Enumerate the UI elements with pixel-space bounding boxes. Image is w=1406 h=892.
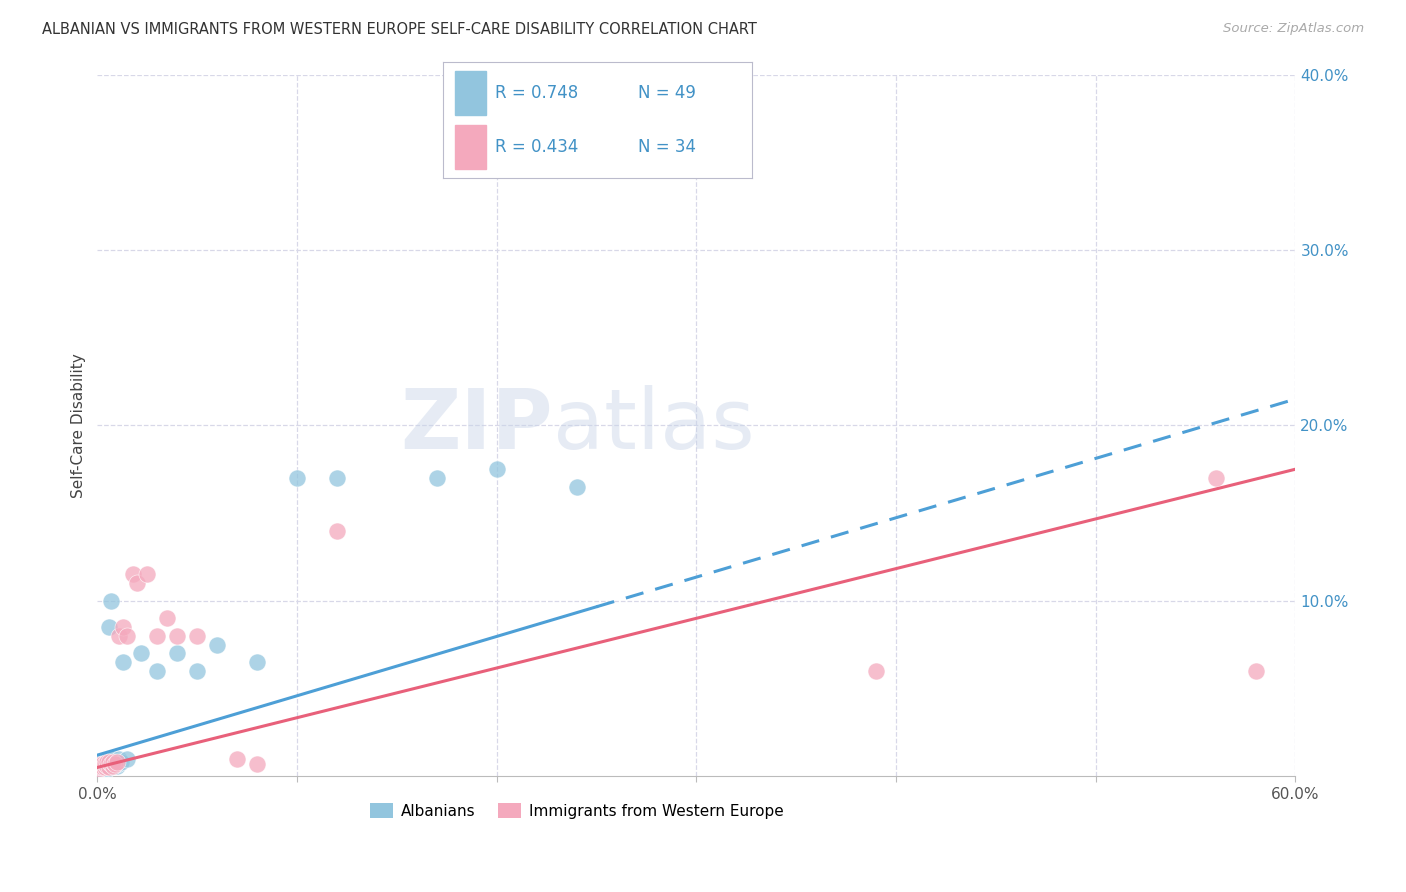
Point xyxy=(89,760,111,774)
Point xyxy=(103,751,125,765)
Point xyxy=(100,756,122,771)
Point xyxy=(104,755,127,769)
Point xyxy=(105,758,128,772)
Bar xyxy=(456,125,486,169)
Point xyxy=(110,755,132,769)
Text: Source: ZipAtlas.com: Source: ZipAtlas.com xyxy=(1223,22,1364,36)
Point xyxy=(96,762,118,776)
Point xyxy=(93,762,115,776)
Point xyxy=(285,471,308,485)
Point xyxy=(89,758,111,772)
Text: R = 0.748: R = 0.748 xyxy=(495,84,579,102)
Point xyxy=(90,762,112,776)
Text: N = 34: N = 34 xyxy=(638,138,696,156)
Point xyxy=(117,629,139,643)
Point xyxy=(112,655,135,669)
Point xyxy=(96,758,118,772)
Point xyxy=(96,753,118,767)
Point xyxy=(89,762,111,776)
Point xyxy=(90,756,112,771)
Text: ZIP: ZIP xyxy=(401,384,553,466)
Point xyxy=(103,755,125,769)
Point xyxy=(98,760,121,774)
Legend: Albanians, Immigrants from Western Europe: Albanians, Immigrants from Western Europ… xyxy=(364,797,789,825)
Point xyxy=(326,524,349,538)
Point xyxy=(105,756,128,771)
Point xyxy=(96,760,118,774)
Point xyxy=(246,655,269,669)
Point xyxy=(865,664,887,678)
Point xyxy=(136,567,159,582)
Point xyxy=(94,755,117,769)
Point xyxy=(93,760,115,774)
Point xyxy=(94,760,117,774)
Point xyxy=(93,760,115,774)
Text: R = 0.434: R = 0.434 xyxy=(495,138,579,156)
Point xyxy=(122,567,145,582)
Point xyxy=(89,758,111,772)
Point xyxy=(93,758,115,772)
Point xyxy=(90,760,112,774)
Point xyxy=(585,155,607,169)
Point xyxy=(1244,664,1267,678)
Point xyxy=(166,629,188,643)
Point xyxy=(103,758,125,772)
Point xyxy=(565,480,588,494)
Point xyxy=(186,629,208,643)
Text: ALBANIAN VS IMMIGRANTS FROM WESTERN EUROPE SELF-CARE DISABILITY CORRELATION CHAR: ALBANIAN VS IMMIGRANTS FROM WESTERN EURO… xyxy=(42,22,756,37)
Point xyxy=(94,758,117,772)
Point xyxy=(127,576,149,591)
Point xyxy=(100,593,122,607)
Point xyxy=(103,756,125,771)
Point xyxy=(89,756,111,771)
Point xyxy=(108,751,131,765)
Point xyxy=(98,756,121,771)
Point xyxy=(96,756,118,771)
Point xyxy=(94,756,117,771)
Point xyxy=(326,471,349,485)
Point xyxy=(90,756,112,771)
Point xyxy=(90,760,112,774)
Y-axis label: Self-Care Disability: Self-Care Disability xyxy=(72,353,86,498)
Point xyxy=(93,756,115,771)
Point xyxy=(246,756,269,771)
Point xyxy=(112,620,135,634)
Bar xyxy=(456,70,486,114)
Point xyxy=(146,664,169,678)
Point xyxy=(98,755,121,769)
Point xyxy=(156,611,179,625)
Point xyxy=(94,760,117,774)
Point xyxy=(100,758,122,772)
Point xyxy=(105,755,128,769)
Point xyxy=(1205,471,1227,485)
Point xyxy=(485,462,508,476)
Point xyxy=(98,620,121,634)
Text: atlas: atlas xyxy=(553,384,755,466)
Point xyxy=(186,664,208,678)
Point xyxy=(108,629,131,643)
Point xyxy=(146,629,169,643)
Point xyxy=(96,758,118,772)
Point xyxy=(104,756,127,771)
Point xyxy=(93,756,115,771)
Point xyxy=(90,758,112,772)
Point xyxy=(205,638,228,652)
Point xyxy=(117,751,139,765)
Point xyxy=(93,755,115,769)
Point xyxy=(166,646,188,660)
Point xyxy=(105,755,128,769)
Point xyxy=(100,755,122,769)
Point xyxy=(129,646,152,660)
Point xyxy=(226,751,249,765)
Text: N = 49: N = 49 xyxy=(638,84,696,102)
Point xyxy=(104,756,127,771)
Point xyxy=(98,760,121,774)
Point xyxy=(426,471,449,485)
Point xyxy=(96,755,118,769)
Point xyxy=(94,756,117,771)
